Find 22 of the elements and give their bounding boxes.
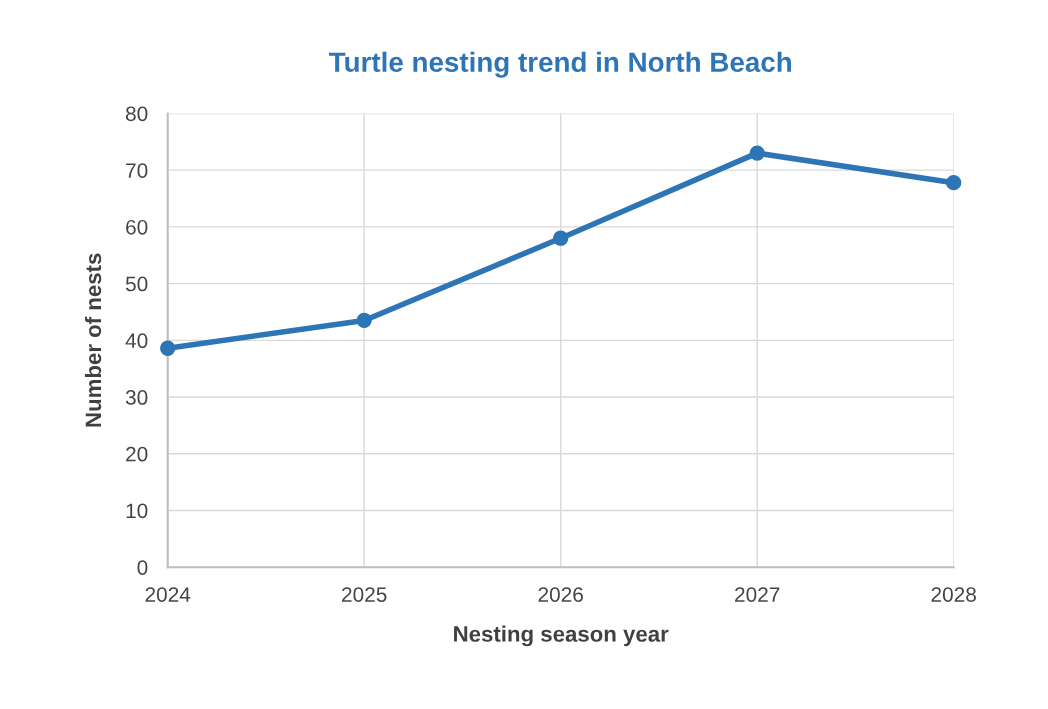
- x-tick-label: 2024: [145, 587, 191, 602]
- y-tick-label: 10: [126, 503, 148, 519]
- y-tick-label: 60: [126, 219, 148, 235]
- x-tick-label: 2025: [342, 587, 387, 602]
- y-tick-label: 0: [137, 560, 148, 575]
- x-tick-label: 2026: [538, 587, 583, 602]
- y-tick-label: 20: [126, 446, 148, 462]
- point: [160, 340, 176, 356]
- y-tick-label: 40: [125, 333, 148, 349]
- point: [946, 174, 962, 191]
- y-tick-label: 80: [125, 106, 148, 122]
- x-tick-label: 2028: [931, 587, 976, 602]
- y-tick-label: 50: [125, 276, 148, 292]
- y-axis-title: Number of nests: [84, 253, 102, 427]
- x-tick-label: 2027: [735, 587, 780, 602]
- point: [356, 312, 372, 329]
- y-tick-label: 30: [125, 390, 148, 405]
- point: [553, 230, 569, 246]
- y-tick-label: 70: [126, 163, 148, 178]
- x-axis-title: Nesting season year: [454, 625, 669, 647]
- chart-title: Turtle nesting trend in North Beach: [328, 51, 791, 78]
- point: [749, 145, 765, 161]
